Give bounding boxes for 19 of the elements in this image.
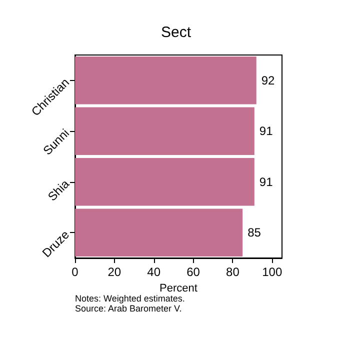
x-tick-label: 60 [186,265,200,279]
x-axis-title: Percent [160,282,198,294]
data-label: 91 [259,174,274,189]
x-tick-label: 100 [262,265,282,279]
bar [75,56,256,104]
bar [75,107,254,155]
text: Notes: Weighted estimates. [75,294,185,304]
x-tick-label: 0 [72,265,79,279]
chart-title: Sect [160,24,192,41]
data-label: 91 [259,124,274,138]
data-label: 92 [261,73,276,88]
data-label: 85 [248,226,262,240]
y-tick-label: Shia [45,176,72,204]
bar [75,158,254,206]
x-tick-label: 20 [108,265,122,279]
x-tick-label: 40 [147,265,161,279]
source-note: Source: Arab Barometer V. [75,304,182,314]
x-tick-label: 80 [226,265,240,279]
bar [75,208,243,256]
